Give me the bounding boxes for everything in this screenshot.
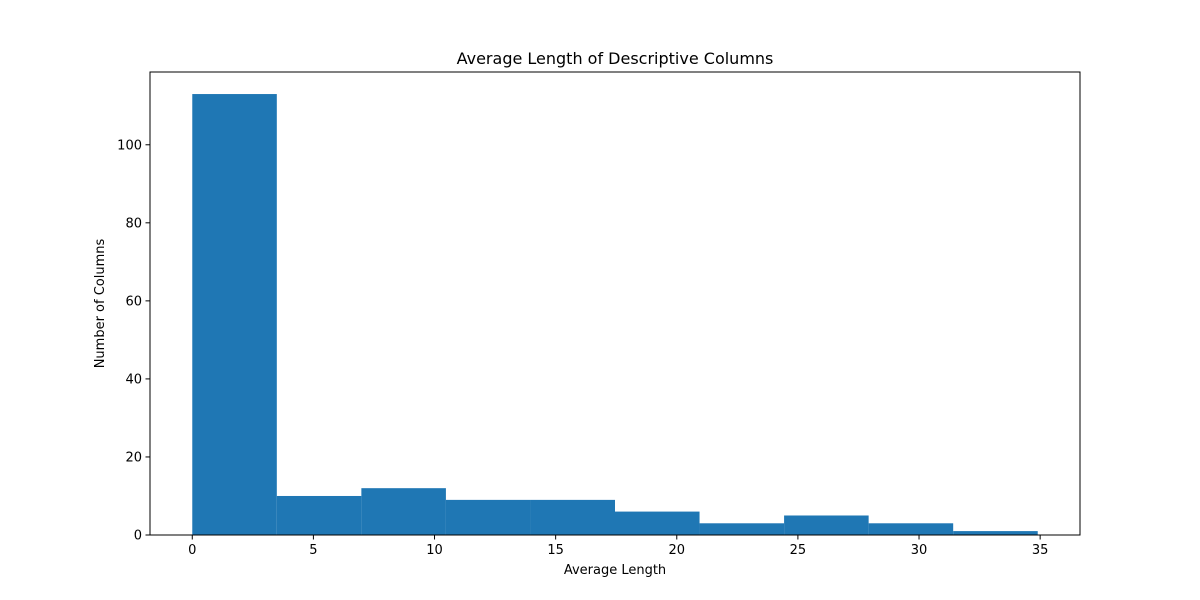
histogram-bar-8 (868, 523, 954, 535)
x-tick-label: 15 (547, 543, 564, 558)
plot-frame (149, 71, 1081, 536)
histogram-bar-5 (615, 511, 700, 535)
y-tick-label: 60 (125, 294, 142, 309)
histogram-bar-1 (276, 495, 362, 535)
histogram-bar-7 (784, 515, 869, 535)
x-axis-ticks: 0 5 10 15 20 25 30 35 (188, 535, 1048, 558)
y-tick-label: 100 (117, 138, 142, 153)
y-tick-label: 20 (125, 450, 142, 465)
x-axis-label: Average Length (564, 563, 666, 578)
bars-layer (192, 94, 1038, 536)
y-tick-label: 80 (125, 216, 142, 231)
x-tick-label: 30 (911, 543, 928, 558)
histogram-bar-4 (530, 499, 615, 535)
histogram-bar-2 (361, 488, 446, 535)
y-tick-label: 0 (134, 529, 142, 544)
x-tick-label: 5 (309, 543, 317, 558)
histogram-bar-3 (445, 499, 531, 535)
histogram-bar-9 (953, 531, 1038, 535)
x-tick-label: 35 (1032, 543, 1049, 558)
y-axis-label: Number of Columns (93, 238, 108, 368)
y-tick-label: 40 (125, 372, 142, 387)
histogram-bar-0 (192, 94, 277, 536)
x-tick-label: 20 (669, 543, 686, 558)
x-tick-label: 0 (188, 543, 196, 558)
y-axis-ticks: 0 20 40 60 80 100 (117, 138, 150, 544)
chart-title: Average Length of Descriptive Columns (457, 49, 774, 68)
histogram-bar-6 (699, 523, 785, 535)
x-tick-label: 10 (426, 543, 443, 558)
x-tick-label: 25 (790, 543, 807, 558)
